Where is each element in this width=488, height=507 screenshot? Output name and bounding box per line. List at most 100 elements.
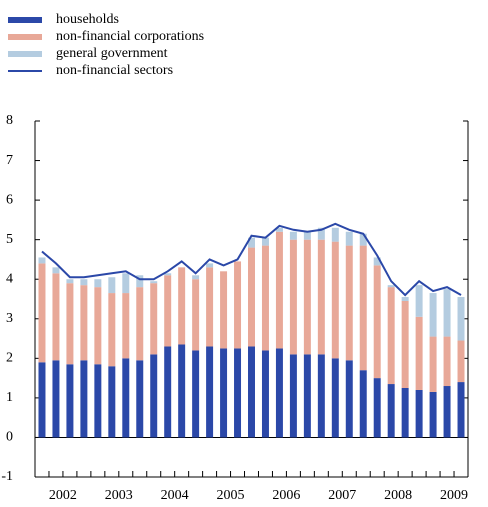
bar-segment <box>52 273 60 361</box>
bar-segment <box>457 297 465 341</box>
x-tick-label: 2005 <box>217 488 245 503</box>
bar-segment <box>401 297 409 301</box>
bar-segment <box>317 354 325 438</box>
bar-segment <box>206 346 214 438</box>
bar-segment <box>331 241 339 359</box>
bar-segment <box>415 389 423 438</box>
legend-label: households <box>56 12 119 27</box>
bar-segment <box>317 227 325 240</box>
legend-symbol <box>8 17 42 23</box>
bar-segment <box>359 245 367 371</box>
bar-segment <box>94 287 102 365</box>
bar-segment <box>457 382 465 438</box>
bar-segment <box>206 267 214 347</box>
bar-segment <box>248 237 255 248</box>
y-tick-label: -1 <box>1 469 13 484</box>
bar-segment <box>52 267 60 274</box>
bar-segment <box>248 346 255 438</box>
bar-segment <box>150 354 158 438</box>
bar-segment <box>303 354 311 438</box>
bar-segment <box>178 344 186 438</box>
bar-segment <box>415 285 423 317</box>
bar-segment <box>429 293 437 337</box>
x-tick-label: 2009 <box>440 488 468 503</box>
x-tick-label: 2004 <box>161 488 189 503</box>
bar-segment <box>457 340 465 383</box>
bar-segment <box>289 239 297 355</box>
y-tick-label: 8 <box>6 113 13 128</box>
bar-segment <box>136 360 144 438</box>
y-tick-label: 7 <box>6 153 13 168</box>
x-tick-label: 2003 <box>105 488 133 503</box>
bar-segment <box>220 348 228 438</box>
bar-segment <box>234 348 242 438</box>
bar-segment <box>192 279 200 351</box>
bar-segment <box>108 277 116 294</box>
bar-segment <box>248 247 255 347</box>
bar-segment <box>234 261 242 349</box>
bar-segment <box>317 239 325 355</box>
bar-segment <box>38 257 46 264</box>
bar-segment <box>220 271 228 349</box>
bar-segment <box>261 237 269 246</box>
bar-segment <box>66 283 74 365</box>
bar-segment <box>275 231 283 349</box>
bar-segment <box>66 279 74 284</box>
legend-label: non-financial sectors <box>56 63 173 78</box>
bar-segment <box>275 227 283 232</box>
bar-segment <box>289 354 297 438</box>
bar-segment <box>443 336 451 387</box>
bar-segment <box>150 283 158 355</box>
bar-segment <box>66 364 74 438</box>
bar-segment <box>38 263 46 363</box>
line <box>41 222 462 297</box>
bar-segment <box>289 231 297 240</box>
x-tick-label: 2006 <box>272 488 300 503</box>
bar-segment <box>373 378 381 438</box>
bar-segment <box>80 360 88 438</box>
legend-label: general government <box>56 46 168 61</box>
bar-segment <box>443 289 451 337</box>
bar-segment <box>122 293 130 359</box>
bar-segment <box>192 275 200 280</box>
bar-segment <box>94 364 102 438</box>
bar-segment <box>401 388 409 438</box>
bar-segment <box>303 231 311 240</box>
bar-segment <box>164 346 172 438</box>
bar-segment <box>38 362 46 438</box>
y-tick-label: 5 <box>6 232 13 247</box>
bar-segment <box>150 281 158 284</box>
bar-segment <box>415 316 423 390</box>
bar-segment <box>303 239 311 355</box>
y-tick-label: 6 <box>6 192 13 207</box>
y-tick-label: 2 <box>6 351 13 366</box>
bar-segment <box>345 231 353 246</box>
bar-segment <box>164 275 172 347</box>
bar-segment <box>52 360 60 438</box>
bar-segment <box>387 285 395 288</box>
legend-symbol <box>8 34 42 40</box>
bar-segment <box>206 263 214 268</box>
bar-segment <box>345 245 353 361</box>
bar-segment <box>261 350 269 438</box>
y-tick-label: 0 <box>6 430 13 445</box>
y-tick-label: 1 <box>6 390 13 405</box>
bar-segment <box>331 358 339 438</box>
bar-segment <box>94 279 102 288</box>
y-tick-label: 3 <box>6 311 13 326</box>
x-tick-label: 2008 <box>384 488 412 503</box>
bar-segment <box>192 350 200 438</box>
bar-segment <box>80 285 88 361</box>
bar-segment <box>345 360 353 438</box>
x-tick-label: 2002 <box>49 488 77 503</box>
bar-segment <box>122 358 130 438</box>
legend-symbol <box>8 51 42 57</box>
bar-segment <box>108 366 116 438</box>
legend-label: non-financial corporations <box>56 29 204 44</box>
bar-segment <box>387 384 395 438</box>
bar-segment <box>261 245 269 351</box>
bar-segment <box>164 273 172 276</box>
bar-segment <box>108 293 116 367</box>
bar-segment <box>401 300 409 388</box>
